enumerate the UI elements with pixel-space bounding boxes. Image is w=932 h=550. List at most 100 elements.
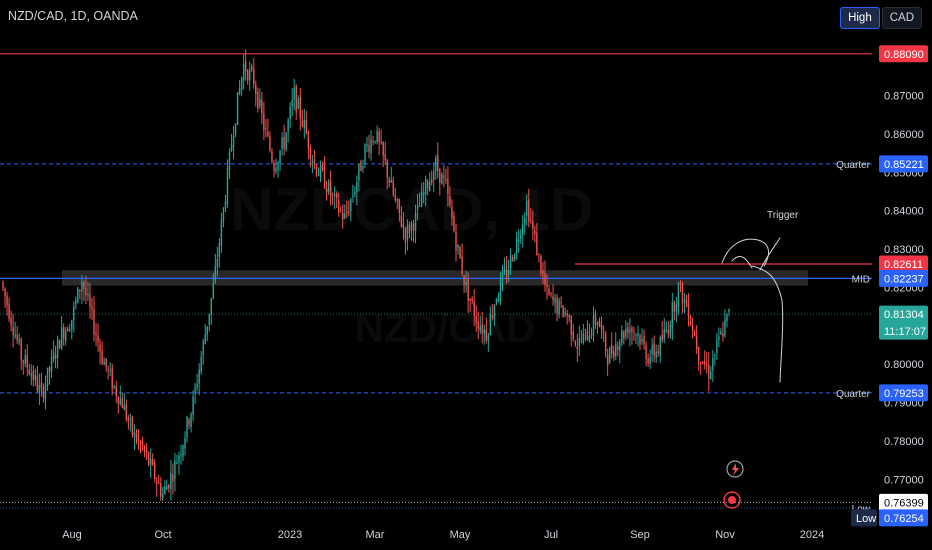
chart-watermark-subtitle: NZD/CAD [355, 307, 535, 351]
time-tick-label: May [450, 529, 471, 541]
candle-body [647, 358, 649, 364]
alert-icons[interactable] [723, 460, 744, 509]
candle-body [204, 334, 206, 344]
candle-body [147, 452, 150, 465]
candle-body [418, 205, 421, 207]
candle-body [87, 293, 89, 296]
candle-body [718, 336, 720, 341]
candle-body [659, 336, 661, 356]
candle-body [463, 275, 465, 284]
candle-body [386, 160, 388, 178]
candle-body [311, 160, 314, 162]
candle-body [554, 297, 556, 303]
candle-body [522, 224, 524, 236]
candle-body [62, 327, 65, 340]
time-tick-label: Jul [544, 529, 558, 541]
candle-body [344, 213, 346, 218]
candle-body [188, 419, 190, 425]
candle-body [408, 224, 411, 233]
candle-body [477, 321, 479, 329]
candle-body [505, 269, 508, 278]
candle-body [356, 181, 358, 193]
flag-icon[interactable] [723, 491, 741, 509]
candle-body [6, 295, 8, 306]
candle-body [556, 297, 558, 314]
candle-body [572, 331, 574, 340]
level-label: MID [852, 274, 870, 285]
candle-body [461, 256, 463, 274]
high-button[interactable]: High [840, 7, 880, 29]
lightning-icon[interactable] [726, 460, 744, 478]
time-axis[interactable]: Aug Oct 2023 Mar May Jul Sep Nov 2024 [62, 529, 824, 541]
candle-body [643, 336, 645, 345]
candle-body [275, 167, 277, 172]
candle-body [186, 417, 188, 438]
candle-body [402, 224, 405, 228]
candle-body [382, 142, 384, 156]
candle-body [394, 194, 397, 201]
candle-body [149, 458, 152, 466]
price-tick-label: 0.77000 [884, 474, 924, 486]
candle-body [67, 328, 69, 332]
price-tag-quarter-upper-bg [879, 155, 928, 173]
candle-body [172, 474, 174, 482]
candle-body [56, 338, 59, 358]
candle-body [271, 151, 273, 162]
candle-body [469, 298, 471, 301]
candle-body [103, 361, 105, 365]
candle-body [192, 396, 194, 415]
candle-body [530, 219, 532, 221]
candle-body [176, 463, 178, 465]
candle-body [704, 361, 706, 365]
candle-body [115, 385, 117, 396]
candle-body [424, 178, 427, 195]
candle-body [517, 239, 520, 241]
candle-body [236, 92, 239, 125]
candle-body [724, 319, 726, 336]
candle-body [71, 319, 73, 330]
candle-body [372, 140, 374, 142]
trigger-scribble[interactable] [721, 237, 784, 383]
price-tag-mid: 0.82237 [884, 273, 924, 285]
candle-body [524, 218, 526, 225]
symbol-title[interactable]: NZD/CAD, 1D, OANDA [8, 9, 138, 23]
time-tick-label: 2023 [278, 529, 302, 541]
time-tick-label: 2024 [800, 529, 824, 541]
candle-body [428, 181, 431, 192]
candle-body [655, 351, 657, 358]
candle-body [153, 462, 156, 480]
candle-body [608, 347, 611, 364]
candle-body [337, 200, 340, 213]
candle-body [465, 281, 467, 286]
candle-body [519, 235, 522, 239]
candle-body [135, 433, 138, 443]
candle-body [582, 332, 585, 344]
candle-body [48, 367, 51, 372]
flag-icon-dot [728, 496, 736, 504]
candle-body [457, 244, 459, 249]
candle-body [178, 455, 180, 463]
candle-body [321, 164, 324, 170]
candle-body [307, 131, 310, 149]
candle-body [507, 269, 510, 275]
candle-body [194, 387, 196, 395]
trigger-drawing[interactable]: Trigger [721, 210, 799, 383]
candle-body [251, 66, 253, 70]
candle-body [528, 199, 530, 222]
candle-body [257, 91, 259, 109]
candle-body [281, 137, 283, 149]
candle-body [346, 211, 348, 213]
currency-button[interactable]: CAD [881, 7, 922, 29]
candle-body [291, 100, 293, 107]
candle-body [263, 112, 265, 131]
candle-body [277, 161, 279, 171]
price-tag-high-red: 0.88090 [884, 49, 924, 61]
candle-body [435, 158, 437, 172]
candle-body [329, 181, 332, 196]
candle-body [426, 181, 429, 189]
candle-body [590, 334, 593, 336]
candle-body [238, 88, 241, 94]
candle-body [364, 144, 366, 164]
candle-body [244, 61, 247, 72]
